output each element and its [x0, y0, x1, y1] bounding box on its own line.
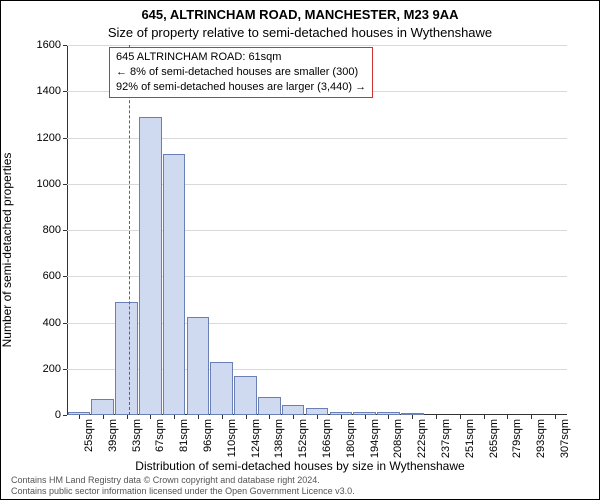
- x-axis-label: Distribution of semi-detached houses by …: [1, 459, 599, 473]
- histogram-bar: [115, 302, 138, 415]
- xtick-mark: [293, 415, 294, 419]
- xtick-label: 251sqm: [464, 419, 476, 458]
- xtick-label: 53sqm: [131, 419, 143, 452]
- xtick-mark: [507, 415, 508, 419]
- histogram-bar: [282, 405, 305, 415]
- xtick-label: 237sqm: [440, 419, 452, 458]
- chart-title: 645, ALTRINCHAM ROAD, MANCHESTER, M23 9A…: [1, 7, 599, 22]
- histogram-bar: [306, 408, 329, 415]
- xtick-label: 279sqm: [511, 419, 523, 458]
- xtick-label: 110sqm: [226, 419, 238, 457]
- histogram-bar: [139, 117, 162, 415]
- xtick-label: 152sqm: [297, 419, 309, 458]
- xtick-mark: [127, 415, 128, 419]
- plot-area: 0200400600800100012001400160025sqm39sqm5…: [67, 45, 567, 415]
- xtick-label: 67sqm: [154, 419, 166, 452]
- histogram-bar: [187, 317, 210, 415]
- xtick-label: 96sqm: [202, 419, 214, 452]
- footer: Contains HM Land Registry data © Crown c…: [11, 475, 355, 497]
- xtick-label: 265sqm: [488, 419, 500, 458]
- xtick-mark: [531, 415, 532, 419]
- xtick-mark: [460, 415, 461, 419]
- ytick-label: 200: [13, 363, 67, 375]
- annotation-line-3: 92% of semi-detached houses are larger (…: [116, 80, 366, 95]
- ytick-label: 1000: [13, 178, 67, 190]
- xtick-label: 307sqm: [559, 419, 571, 458]
- xtick-mark: [198, 415, 199, 419]
- ytick-label: 1200: [13, 132, 67, 144]
- xtick-label: 138sqm: [273, 419, 285, 458]
- xtick-label: 180sqm: [345, 419, 357, 458]
- xtick-label: 39sqm: [107, 419, 119, 452]
- xtick-label: 166sqm: [321, 419, 333, 458]
- ytick-label: 0: [13, 409, 67, 421]
- ytick-label: 600: [13, 270, 67, 282]
- footer-line-2: Contains public sector information licen…: [11, 486, 355, 497]
- xtick-mark: [555, 415, 556, 419]
- footer-line-1: Contains HM Land Registry data © Crown c…: [11, 475, 355, 486]
- histogram-bar: [91, 399, 114, 415]
- ytick-label: 1600: [13, 39, 67, 51]
- ytick-label: 800: [13, 224, 67, 236]
- annotation-line-1: 645 ALTRINCHAM ROAD: 61sqm: [116, 50, 366, 65]
- xtick-label: 222sqm: [416, 419, 428, 458]
- xtick-mark: [412, 415, 413, 419]
- annotation-box: 645 ALTRINCHAM ROAD: 61sqm ← 8% of semi-…: [109, 47, 373, 98]
- chart-container: 645, ALTRINCHAM ROAD, MANCHESTER, M23 9A…: [0, 0, 600, 500]
- histogram-bar: [258, 397, 281, 416]
- y-axis-label: Number of semi-detached properties: [0, 55, 14, 250]
- xtick-mark: [269, 415, 270, 419]
- xtick-mark: [436, 415, 437, 419]
- xtick-label: 208sqm: [392, 419, 404, 458]
- xtick-label: 25sqm: [83, 419, 95, 452]
- xtick-label: 194sqm: [369, 419, 381, 458]
- xtick-mark: [174, 415, 175, 419]
- xtick-mark: [222, 415, 223, 419]
- chart-subtitle: Size of property relative to semi-detach…: [1, 25, 599, 40]
- xtick-mark: [341, 415, 342, 419]
- annotation-line-2: ← 8% of semi-detached houses are smaller…: [116, 65, 366, 80]
- xtick-label: 124sqm: [250, 419, 262, 458]
- xtick-mark: [246, 415, 247, 419]
- histogram-bar: [210, 362, 233, 415]
- xtick-mark: [317, 415, 318, 419]
- xtick-mark: [484, 415, 485, 419]
- xtick-mark: [103, 415, 104, 419]
- xtick-label: 293sqm: [535, 419, 547, 458]
- ytick-label: 400: [13, 317, 67, 329]
- xtick-mark: [79, 415, 80, 419]
- gridline: [67, 45, 567, 46]
- histogram-bar: [234, 376, 257, 415]
- xtick-mark: [388, 415, 389, 419]
- ytick-label: 1400: [13, 85, 67, 97]
- xtick-label: 81sqm: [178, 419, 190, 452]
- xtick-mark: [365, 415, 366, 419]
- histogram-bar: [163, 154, 186, 415]
- xtick-mark: [150, 415, 151, 419]
- property-marker-line: [129, 45, 130, 415]
